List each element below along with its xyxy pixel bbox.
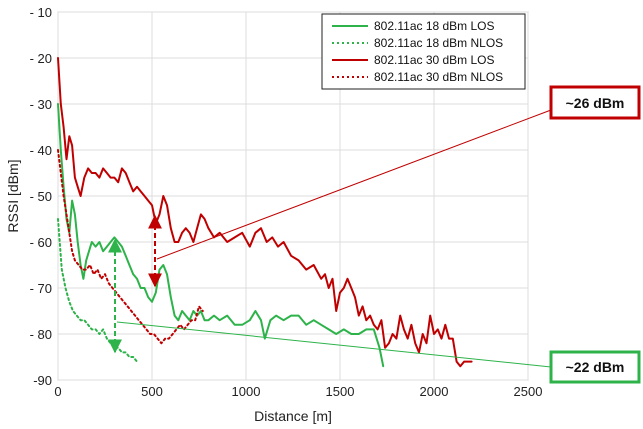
- series-line-3: [57, 57, 473, 368]
- x-tick-label: 500: [141, 384, 163, 399]
- red-callout-box: [549, 85, 641, 120]
- legend: 802.11ac 18 dBm LOS 802.11ac 18 dBm NLOS 8…: [321, 13, 526, 90]
- legend-entry-1: 802.11ac 18 dBm LOS: [374, 19, 495, 33]
- tick-labels: 0 500 1000 1500 2000 2500 - 10 - 20 - 30 - 40 - 50…: [30, 5, 543, 399]
- grid: [57, 11, 529, 381]
- y-tick-label: - 20: [30, 51, 52, 66]
- x-axis-label: Distance [m]: [254, 408, 332, 424]
- y-tick-label: - 50: [30, 189, 52, 204]
- x-tick-label: 2500: [514, 384, 543, 399]
- y-tick-label: - 60: [30, 235, 52, 250]
- series-line-1: [57, 103, 385, 368]
- legend-entry-2: 802.11ac 18 dBm NLOS: [374, 36, 503, 50]
- green-callout-line: [116, 321, 552, 368]
- y-tick-label: - 70: [30, 281, 52, 296]
- x-tick-label: 1500: [326, 384, 355, 399]
- red-callout-text: ~26 dBm: [566, 95, 625, 111]
- x-tick-label: 2000: [420, 384, 449, 399]
- y-tick-label: -90: [33, 373, 52, 388]
- y-axis-label: RSSI [dBm]: [5, 159, 21, 232]
- y-tick-label: - 40: [30, 143, 52, 158]
- green-callout-text: ~22 dBm: [566, 359, 625, 375]
- x-tick-label: 1000: [232, 384, 261, 399]
- y-tick-label: - 80: [30, 327, 52, 342]
- red-callout-line: [156, 109, 552, 260]
- green-callout-box: [549, 350, 641, 384]
- x-tick-label: 0: [54, 384, 61, 399]
- y-tick-label: - 10: [30, 5, 52, 20]
- y-tick-label: - 30: [30, 97, 52, 112]
- series-line-2: [57, 218, 138, 363]
- legend-entry-3: 802.11ac 30 dBm LOS: [374, 53, 495, 67]
- legend-entry-4: 802.11ac 30 dBm NLOS: [374, 70, 503, 84]
